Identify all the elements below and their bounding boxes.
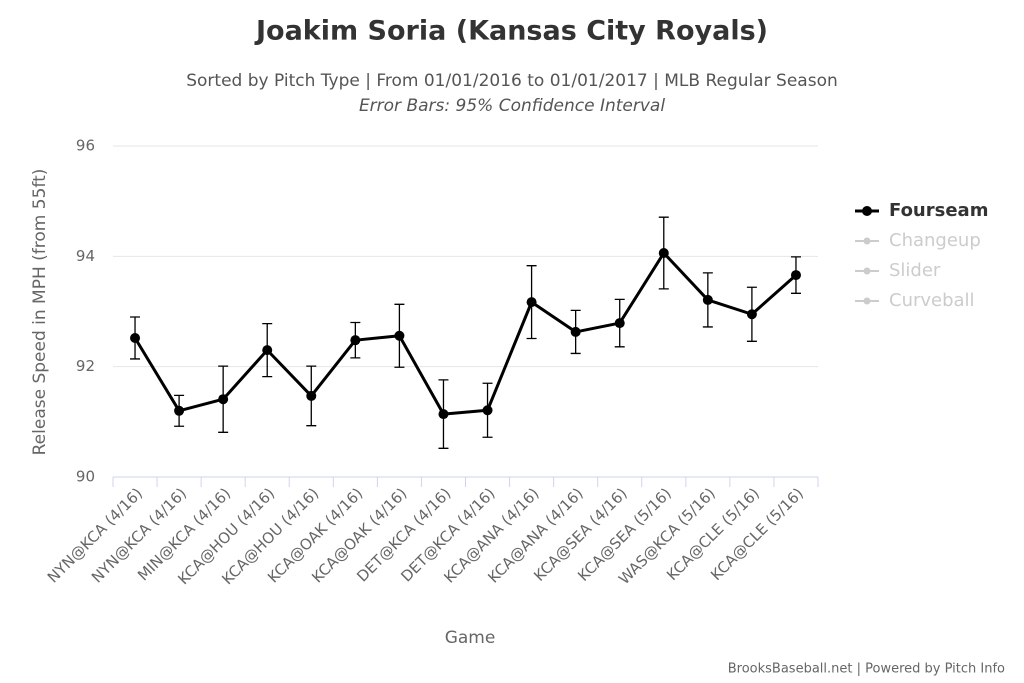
- y-tick-label: 92: [76, 357, 95, 375]
- y-tick-label: 96: [76, 137, 95, 155]
- point: [658, 248, 669, 259]
- legend-symbol: [863, 297, 871, 305]
- point: [790, 270, 801, 281]
- x-axis-title: Game: [445, 628, 496, 648]
- point: [702, 294, 713, 305]
- legend-label[interactable]: Curveball: [889, 290, 975, 311]
- point: [350, 335, 361, 346]
- point: [438, 409, 449, 420]
- legend-symbol: [863, 267, 871, 275]
- point: [174, 405, 185, 416]
- point: [570, 326, 581, 337]
- chart-title: Joakim Soria (Kansas City Royals): [254, 16, 768, 47]
- legend-symbol: [862, 206, 872, 216]
- point: [746, 309, 757, 320]
- legend-label[interactable]: Fourseam: [889, 200, 988, 221]
- y-axis-title: Release Speed in MPH (from 55ft): [30, 169, 50, 456]
- point: [130, 332, 141, 343]
- point: [262, 345, 273, 356]
- series-line: [133, 251, 797, 416]
- point: [394, 330, 405, 341]
- credits: BrooksBaseball.net | Powered by Pitch In…: [728, 662, 1005, 677]
- legend-label[interactable]: Slider: [889, 260, 941, 281]
- legend-label[interactable]: Changeup: [889, 230, 981, 251]
- y-tick-label: 90: [76, 468, 95, 486]
- chart-subtitle: Sorted by Pitch Type | From 01/01/2016 t…: [186, 71, 838, 91]
- point: [218, 394, 229, 405]
- chart-subtitle: Error Bars: 95% Confidence Interval: [359, 96, 665, 116]
- point: [482, 405, 493, 416]
- point: [306, 390, 317, 401]
- point: [526, 297, 537, 308]
- point: [614, 318, 625, 329]
- legend-symbol: [863, 237, 871, 245]
- y-tick-label: 94: [76, 247, 95, 265]
